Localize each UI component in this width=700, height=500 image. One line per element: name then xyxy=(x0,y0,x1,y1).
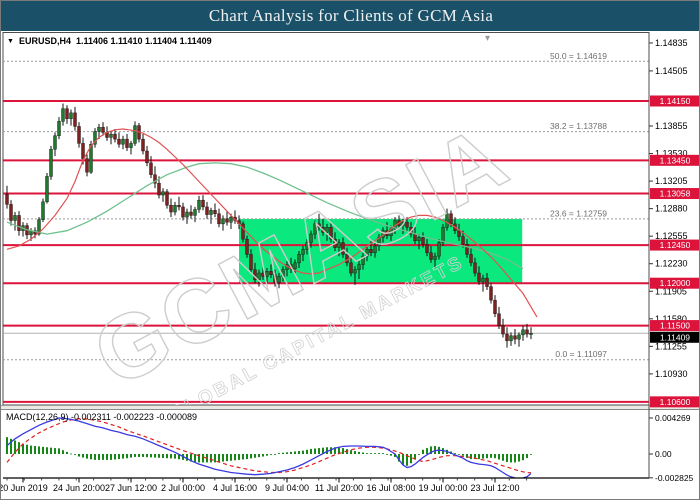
svg-text:38.2 = 1.13788: 38.2 = 1.13788 xyxy=(550,121,607,131)
svg-text:27 Jun 12:00: 27 Jun 12:00 xyxy=(105,483,157,493)
svg-text:0.00: 0.00 xyxy=(655,449,672,459)
price-chart-canvas[interactable]: 50.0 = 1.14619 38.2 = 1.13788 23.6 = 1.127… xyxy=(1,31,700,500)
panel-splitter[interactable] xyxy=(1,405,700,410)
svg-text:20 Jun 2019: 20 Jun 2019 xyxy=(1,483,48,493)
symbol-label: EURUSD,H4 xyxy=(18,36,71,46)
svg-text:-0.002825: -0.002825 xyxy=(655,473,694,483)
svg-text:1.11255: 1.11255 xyxy=(655,341,687,351)
svg-text:1.13530: 1.13530 xyxy=(655,149,688,159)
svg-text:50.0 = 1.14619: 50.0 = 1.14619 xyxy=(550,51,607,61)
macd-signal-line xyxy=(6,417,531,474)
svg-text:2 Jul 00:00: 2 Jul 00:00 xyxy=(161,483,205,493)
chart-area[interactable]: 50.0 = 1.14619 38.2 = 1.13788 23.6 = 1.127… xyxy=(1,31,700,500)
svg-text:1.11905: 1.11905 xyxy=(655,286,687,296)
svg-text:1.11409: 1.11409 xyxy=(660,332,690,342)
ma-green-line xyxy=(6,162,524,270)
macd-histogram xyxy=(6,437,532,466)
svg-text:1.12880: 1.12880 xyxy=(655,204,688,214)
svg-text:1.12230: 1.12230 xyxy=(655,259,688,269)
svg-text:11 Jul 20:00: 11 Jul 20:00 xyxy=(315,483,363,493)
fibonacci-lines-layer[interactable]: 50.0 = 1.14619 38.2 = 1.13788 23.6 = 1.127… xyxy=(3,51,649,361)
macd-indicator-label: MACD(12,26,9) -0.002311 -0.002223 -0.000… xyxy=(6,412,197,422)
title-bar: Chart Analysis for Clients of GCM Asia xyxy=(1,1,699,31)
svg-text:23.6 = 1.12759: 23.6 = 1.12759 xyxy=(550,208,607,218)
price-tags: 1.14150 1.13450 1.13058 1.12450 1.12000 1.115… xyxy=(650,95,699,408)
chart-shift-marker-icon[interactable]: ▾ xyxy=(485,33,491,44)
svg-text:1.11580: 1.11580 xyxy=(655,314,687,324)
svg-text:4 Jul 16:00: 4 Jul 16:00 xyxy=(213,483,257,493)
support-resistance-lines[interactable] xyxy=(3,100,649,403)
symbol-ohlc-header: ▼ EURUSD,H4 1.11406 1.11410 1.11404 1.11… xyxy=(7,36,212,46)
svg-text:23 Jul 12:00: 23 Jul 12:00 xyxy=(470,483,519,493)
svg-text:1.14505: 1.14505 xyxy=(655,66,688,76)
svg-text:1.14150: 1.14150 xyxy=(660,96,691,106)
svg-text:0.0 = 1.11097: 0.0 = 1.11097 xyxy=(555,349,607,359)
ma-red-line xyxy=(6,128,538,318)
svg-text:24 Jun 20:00: 24 Jun 20:00 xyxy=(53,483,105,493)
svg-text:1.12555: 1.12555 xyxy=(655,231,688,241)
ohlc-values: 1.11406 1.11410 1.11404 1.11409 xyxy=(75,36,212,46)
svg-text:1.10600: 1.10600 xyxy=(660,397,691,407)
candles-layer xyxy=(5,103,533,348)
svg-text:1.14835: 1.14835 xyxy=(655,38,688,48)
svg-text:1.12450: 1.12450 xyxy=(660,240,691,250)
svg-text:1.13205: 1.13205 xyxy=(655,176,688,186)
macd-panel[interactable] xyxy=(3,410,649,478)
svg-text:1.10930: 1.10930 xyxy=(655,369,688,379)
symbol-dropdown-icon[interactable]: ▼ xyxy=(7,37,14,45)
svg-text:0.004269: 0.004269 xyxy=(655,413,691,423)
svg-text:1.13058: 1.13058 xyxy=(660,189,691,199)
svg-text:1.12000: 1.12000 xyxy=(660,278,691,288)
svg-text:16 Jul 08:00: 16 Jul 08:00 xyxy=(366,483,415,493)
svg-text:1.11500: 1.11500 xyxy=(660,321,690,331)
page-title: Chart Analysis for Clients of GCM Asia xyxy=(208,6,494,25)
macd-main-line xyxy=(6,417,532,478)
price-axis: 1.14835 1.14505 1.13855 1.13530 1.13205 1.128… xyxy=(648,32,694,483)
time-axis: 20 Jun 2019 24 Jun 20:00 27 Jun 12:00 2 Jul… xyxy=(1,478,528,493)
svg-text:1.13855: 1.13855 xyxy=(655,121,688,131)
svg-text:1.13450: 1.13450 xyxy=(660,155,691,165)
svg-text:19 Jul 00:00: 19 Jul 00:00 xyxy=(418,483,467,493)
svg-text:9 Jul 04:00: 9 Jul 04:00 xyxy=(265,483,309,493)
